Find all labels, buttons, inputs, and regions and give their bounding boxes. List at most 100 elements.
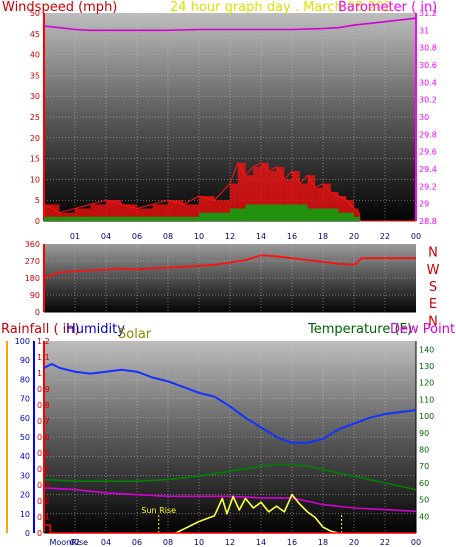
- x-tick-label: 22: [380, 232, 390, 241]
- wind-tick-label: 35: [30, 71, 40, 80]
- wind-gust-bar: [261, 162, 269, 221]
- wind-average-bar: [168, 216, 199, 221]
- x-tick-label: 10: [194, 232, 204, 241]
- humidity-axis-title: Humidity: [66, 322, 125, 337]
- moonrise-label: MoonRise: [49, 538, 88, 547]
- x-tick-label: 16: [287, 538, 297, 547]
- rain-tick-label: 0.8: [37, 401, 50, 410]
- solar-line: [175, 493, 339, 534]
- humidity-series: [43, 363, 417, 534]
- wind-tick-label: 30: [30, 92, 40, 101]
- temp-y-ticks: 40 50 60 70 80 90 100 110 120 130 140: [419, 345, 434, 521]
- rainfall-line: [44, 524, 416, 534]
- rain-tick-label: 0.9: [37, 385, 50, 394]
- rain-y-ticks: 0 0.1 0.2 0.3 0.4 0.5 0.6 0.7 0.8 0.9 1 1.1 1.2: [37, 337, 50, 538]
- compass-label: S: [429, 280, 437, 295]
- dewpoint-axis-title: Dew Point (: [390, 322, 456, 337]
- rain-tick-label: 0.4: [37, 465, 50, 474]
- rain-tick-label: 0.2: [37, 497, 50, 506]
- temp-tick-label: 110: [419, 395, 434, 404]
- wind-gust-bar: [354, 208, 359, 221]
- x-tick-label: 20: [349, 232, 359, 241]
- humidity-tick-label: 0: [25, 529, 30, 538]
- humidity-grid: [44, 341, 416, 533]
- dew-point-line: [43, 487, 417, 513]
- wind-tick-label: 10: [30, 175, 40, 184]
- solar-axis-title: Solar: [118, 327, 152, 342]
- humidity-tick-label: 70: [20, 395, 30, 404]
- wind-average-bar: [261, 204, 277, 221]
- wind-gust-bar: [346, 200, 355, 221]
- x-tick-label: 22: [380, 538, 390, 547]
- wind-gust-line: [43, 162, 416, 222]
- humidity-tick-label: 90: [20, 356, 30, 365]
- humidity-tick-label: 50: [20, 433, 30, 442]
- wind-average-bar: [338, 212, 354, 221]
- wind-gust-bar: [338, 196, 347, 221]
- x-tick-label: 10: [194, 538, 204, 547]
- wind-gust-bar: [168, 200, 184, 221]
- wind-tick-label: 5: [35, 196, 40, 205]
- rain-tick-label: 0.7: [37, 417, 50, 426]
- wind-average-bar: [44, 216, 75, 221]
- direction-tick-label: 270: [25, 257, 40, 266]
- sun-moon-annotations: Sun Rise MoonRise: [49, 506, 343, 547]
- rain-tick-label: 1.2: [37, 337, 50, 346]
- wind-gust-bar: [307, 175, 316, 221]
- wind-gust-bar: [106, 200, 122, 221]
- rain-tick-label: 0.5: [37, 449, 50, 458]
- wind-gust-bar: [276, 166, 285, 221]
- humidity-tick-label: 10: [20, 510, 30, 519]
- baro-axis-title: Barometer ( in): [338, 0, 437, 15]
- compass-label: N: [428, 314, 438, 329]
- humidity-tick-label: 80: [20, 375, 30, 384]
- wind-gust-bar: [230, 183, 238, 221]
- x-tick-label: 00: [411, 232, 421, 241]
- wind-tick-label: 45: [30, 30, 40, 39]
- temp-tick-label: 100: [419, 412, 434, 421]
- x-tick-label: 08: [163, 538, 173, 547]
- rain-axis-title: Rainfall ( in): [1, 322, 80, 337]
- direction-tick-label: 180: [25, 274, 40, 283]
- temp-tick-label: 90: [419, 429, 429, 438]
- direction-tick-label: 90: [30, 291, 40, 300]
- direction-tick-label: 360: [25, 240, 40, 249]
- baro-tick-label: 31: [419, 26, 429, 35]
- humidity-tick-label: 40: [20, 452, 30, 461]
- baro-tick-label: 30.6: [419, 61, 437, 70]
- x-tick-label: 18: [318, 538, 328, 547]
- chart-title: 24 hour graph day . March 08,202: [170, 0, 392, 15]
- baro-tick-label: 29.2: [419, 182, 437, 191]
- temp-tick-label: 120: [419, 379, 434, 388]
- wind-gust-bar: [245, 175, 254, 221]
- direction-grid: [44, 244, 416, 312]
- wind-gust-bar: [330, 191, 339, 221]
- wind-average-bar: [199, 212, 215, 221]
- wind-average-bar: [230, 208, 246, 221]
- rain-tick-label: 0: [37, 529, 42, 538]
- wind-gust-bar: [237, 162, 246, 221]
- wind-average-bar: [75, 216, 106, 221]
- wind-baro-series: [43, 17, 417, 222]
- x-tick-label: 04: [101, 232, 111, 241]
- baro-y-ticks: 28.8 29 29.2 29.4 29.6 29.8 30 30.2 30.4 30.6 30.8…: [419, 9, 437, 226]
- humidity-tick-label: 20: [20, 491, 30, 500]
- temp-tick-label: 60: [419, 479, 429, 488]
- direction-series: [43, 254, 416, 279]
- wind-y-ticks: 0 5 10 15 20 25 30 35 40 45 50: [30, 9, 40, 226]
- wind-axis-title: Windspeed (mph): [2, 0, 117, 15]
- wind-average-bar: [358, 216, 361, 221]
- wind-direction-line: [43, 254, 416, 279]
- wind-average-bar: [214, 212, 230, 221]
- humidity-tick-label: 100: [15, 337, 30, 346]
- direction-tick-label: 0: [35, 308, 40, 317]
- rain-tick-label: 0.3: [37, 481, 50, 490]
- rain-tick-label: 1.1: [37, 353, 50, 362]
- wind-tick-label: 15: [30, 155, 40, 164]
- x-tick-label: 06: [132, 232, 142, 241]
- baro-tick-label: 30.4: [419, 78, 437, 87]
- wind-tick-label: 40: [30, 51, 40, 60]
- x-tick-label: 14: [256, 232, 266, 241]
